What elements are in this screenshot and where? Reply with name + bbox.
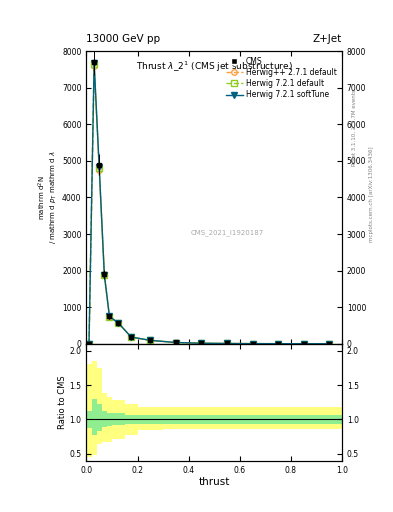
Text: 13000 GeV pp: 13000 GeV pp <box>86 33 161 44</box>
Text: mcplots.cern.ch [arXiv:1306.3436]: mcplots.cern.ch [arXiv:1306.3436] <box>369 147 375 242</box>
Legend: CMS, Herwig++ 2.7.1 default, Herwig 7.2.1 default, Herwig 7.2.1 softTune: CMS, Herwig++ 2.7.1 default, Herwig 7.2.… <box>224 55 338 101</box>
Text: CMS_2021_I1920187: CMS_2021_I1920187 <box>190 229 264 236</box>
Text: Rivet 3.1.10, ≥ 2.7M events: Rivet 3.1.10, ≥ 2.7M events <box>352 90 357 166</box>
X-axis label: thrust: thrust <box>198 477 230 487</box>
Text: Z+Jet: Z+Jet <box>313 33 342 44</box>
Y-axis label: mathrm d$^2$N
/ mathrm d $p_T$ mathrm d $\lambda$: mathrm d$^2$N / mathrm d $p_T$ mathrm d … <box>37 151 59 244</box>
Y-axis label: Ratio to CMS: Ratio to CMS <box>58 375 67 429</box>
Text: Thrust $\lambda$_2$^1$ (CMS jet substructure): Thrust $\lambda$_2$^1$ (CMS jet substruc… <box>136 60 293 74</box>
